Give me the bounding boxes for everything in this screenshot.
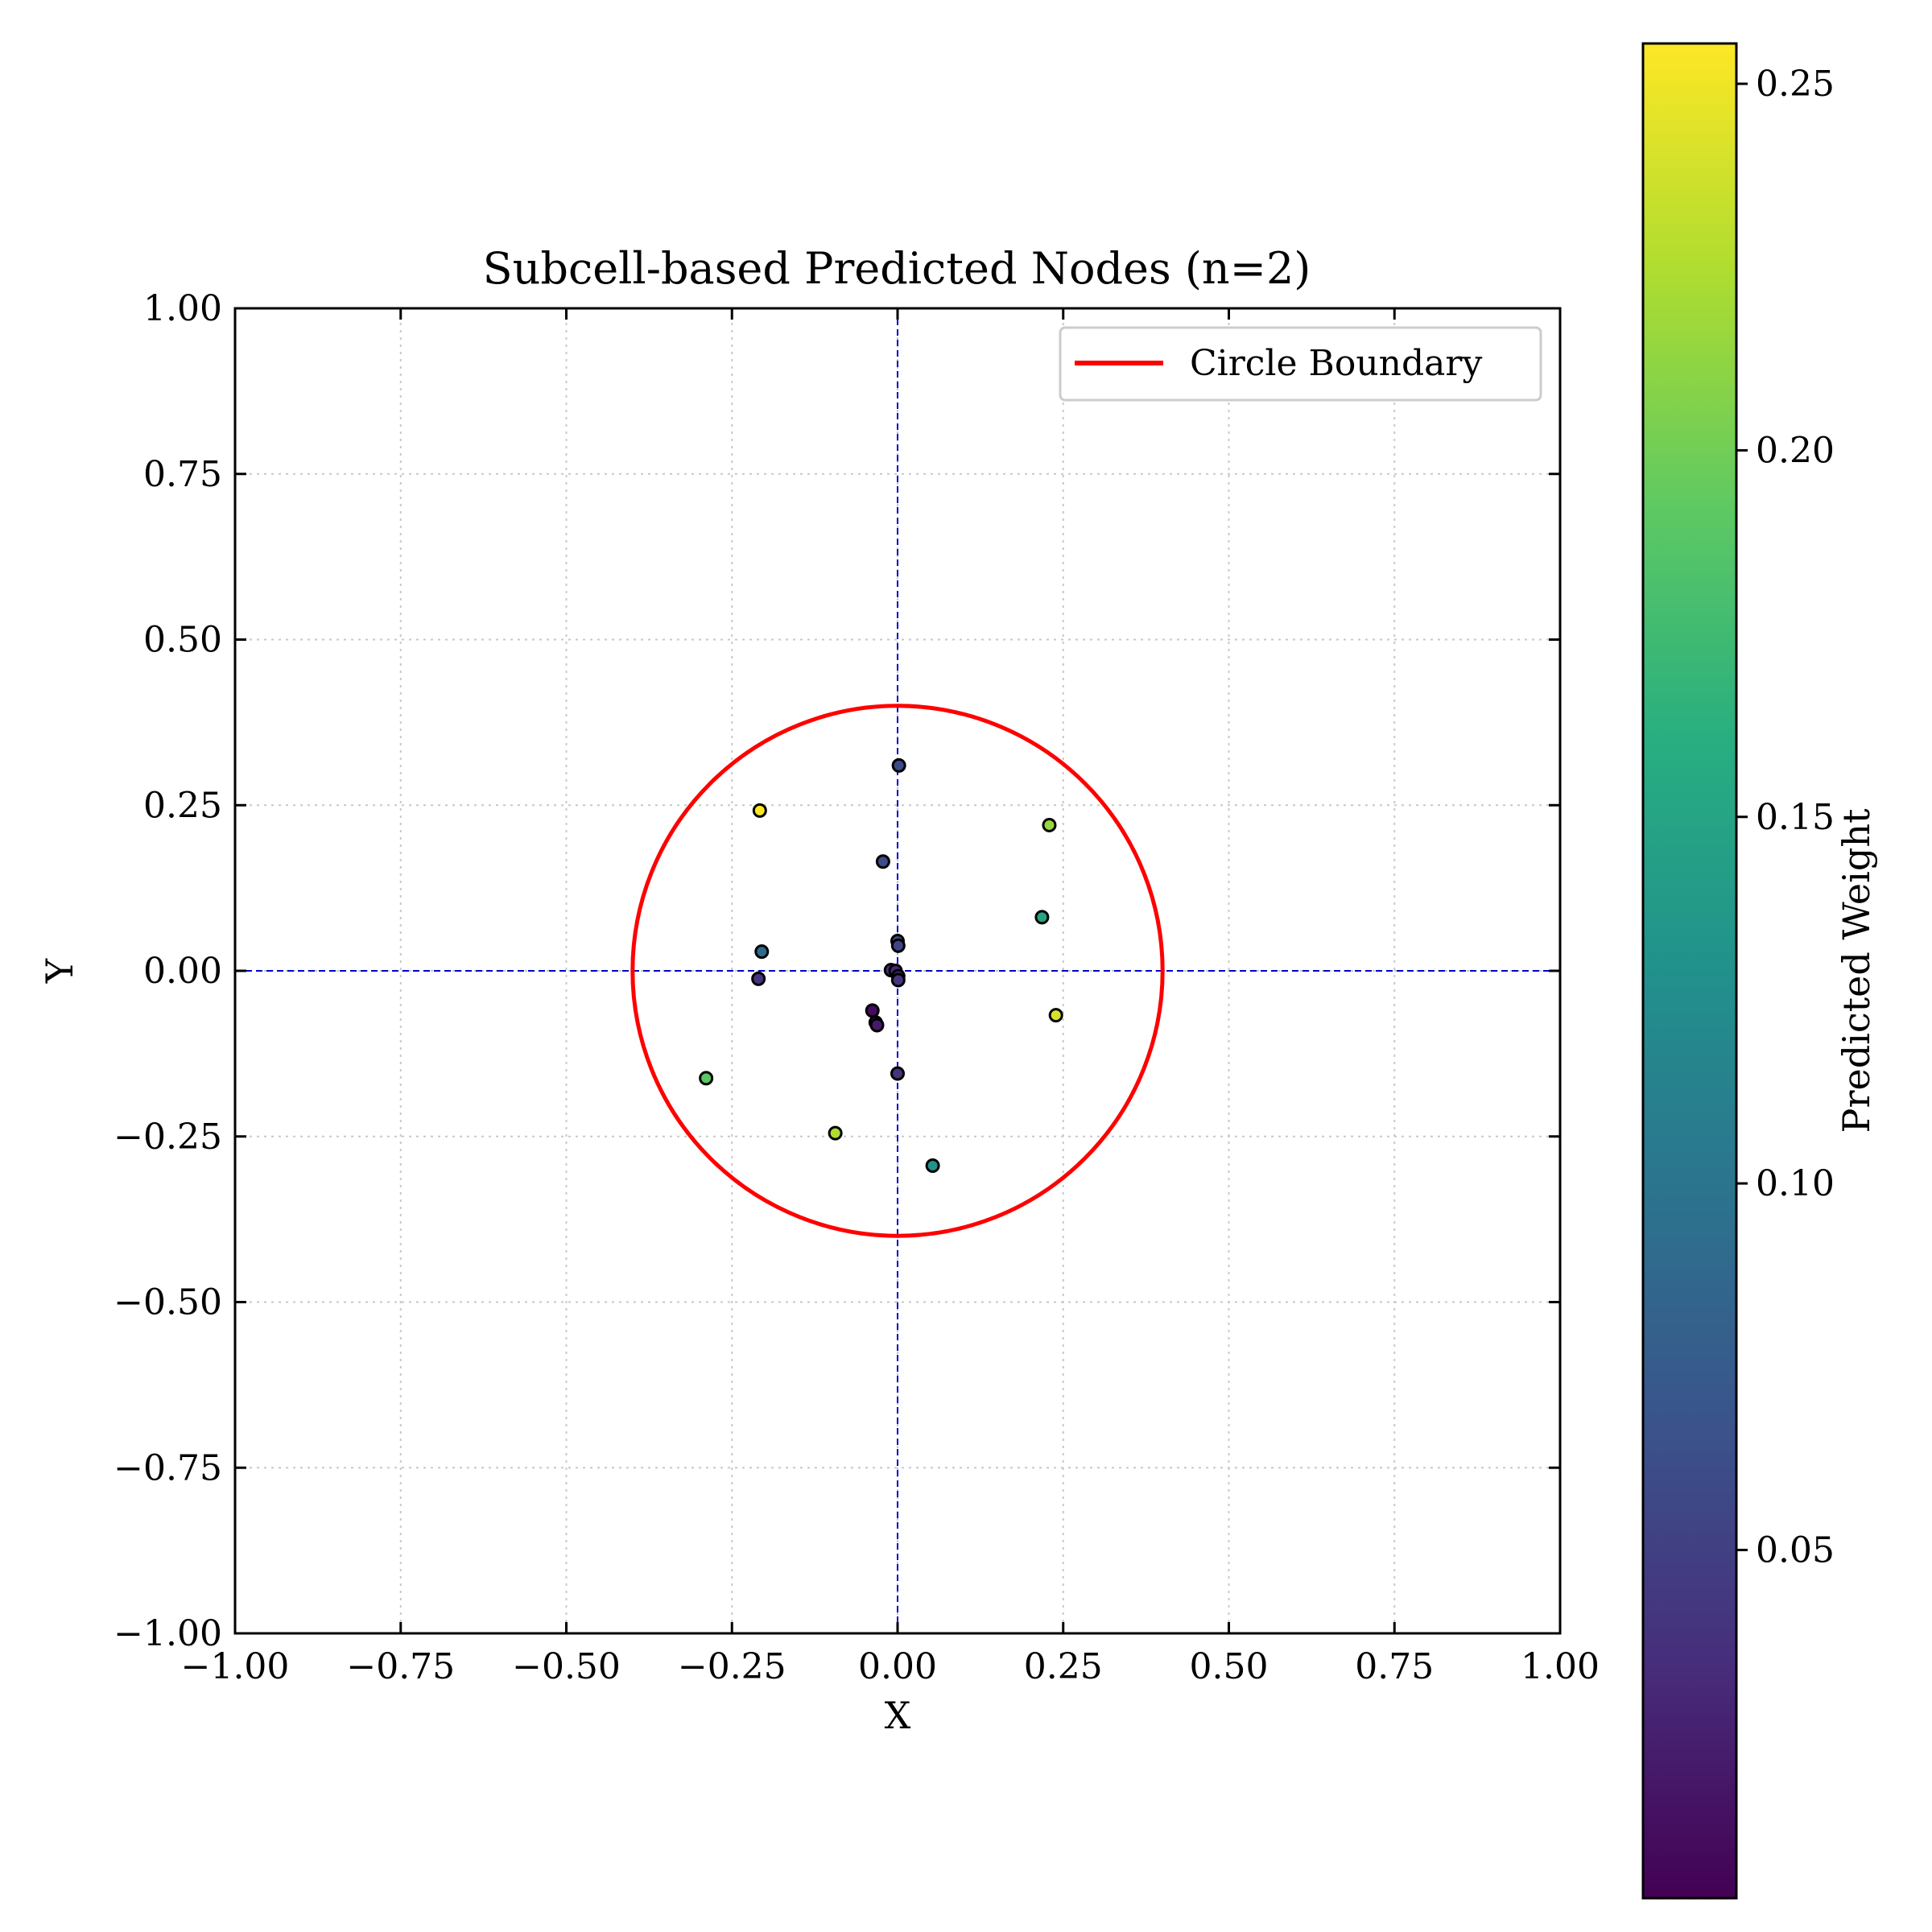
x-tick-label: 0.00 [858, 1646, 937, 1687]
y-tick-label: −0.75 [114, 1447, 222, 1488]
colorbar-tick-label: 0.05 [1756, 1530, 1835, 1571]
y-tick-label: 0.50 [143, 620, 222, 661]
circle-boundary [630, 704, 1165, 1238]
x-axis-ticks: −1.00 −0.75 −0.50 −0.25 0.00 0.25 0.50 0.75 1.00 [181, 308, 1600, 1687]
colorbar-tick-label: 0.10 [1756, 1163, 1835, 1204]
scatter-points [699, 758, 1063, 1173]
data-point [1042, 817, 1057, 832]
y-tick-label: −0.25 [114, 1117, 222, 1158]
legend-box [1059, 326, 1542, 402]
x-tick-label: −1.00 [181, 1646, 290, 1687]
data-point [891, 758, 906, 773]
legend: Circle Boundary [1059, 326, 1542, 402]
x-tick-label: −0.75 [346, 1646, 455, 1687]
data-point [828, 1125, 843, 1141]
colorbar-tick-label: 0.20 [1756, 430, 1835, 471]
y-tick-label: 0.75 [143, 454, 222, 495]
y-tick-label: 1.00 [143, 288, 222, 329]
x-tick-label: 0.50 [1190, 1646, 1269, 1687]
y-tick-label: 0.25 [143, 785, 222, 826]
data-point [699, 1071, 714, 1086]
data-point [1034, 910, 1050, 925]
x-tick-label: 0.25 [1024, 1646, 1103, 1687]
y-axis-ticks: −1.00 −0.75 −0.50 −0.25 0.00 0.25 0.50 0.75 1.00 [114, 288, 1560, 1654]
data-point [752, 803, 767, 818]
x-tick-label: −0.25 [678, 1646, 786, 1687]
x-tick-label: 1.00 [1521, 1646, 1600, 1687]
data-point [925, 1158, 940, 1173]
legend-label: Circle Boundary [1190, 343, 1482, 384]
y-tick-label: 0.00 [143, 951, 222, 992]
y-axis-label: Y [38, 958, 81, 984]
data-point [751, 971, 766, 986]
x-axis-label: X [885, 1694, 911, 1737]
x-tick-label: −0.50 [512, 1646, 621, 1687]
y-tick-label: −0.50 [114, 1282, 222, 1323]
colorbar [1641, 42, 1738, 1900]
colorbar-label: Predicted Weight [1835, 808, 1878, 1133]
data-point [865, 1003, 880, 1018]
colorbar-ticks: 0.05 0.10 0.15 0.20 0.25 [1736, 64, 1835, 1571]
data-point [869, 1018, 885, 1033]
colorbar-tick-label: 0.15 [1756, 797, 1835, 838]
data-point [1048, 1008, 1063, 1023]
chart-title: Subcell-based Predicted Nodes (n=2) [483, 243, 1311, 294]
data-point [754, 944, 770, 960]
data-point [875, 854, 890, 869]
colorbar-tick-label: 0.25 [1756, 64, 1835, 105]
data-point [890, 1066, 905, 1081]
y-tick-label: −1.00 [114, 1613, 222, 1654]
x-tick-label: 0.75 [1355, 1646, 1434, 1687]
data-point [890, 972, 906, 988]
data-point [890, 938, 906, 953]
